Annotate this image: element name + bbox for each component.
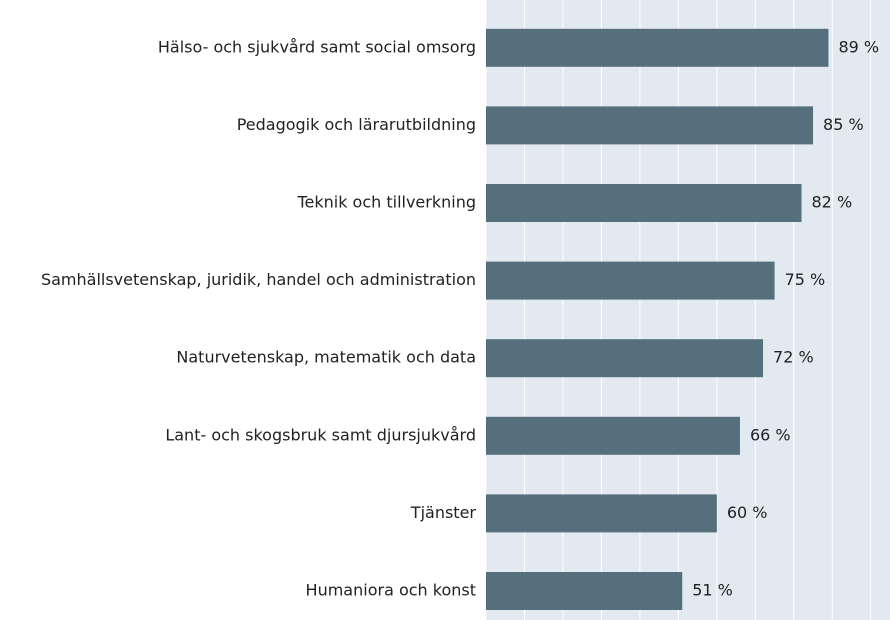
y-tick-label: Pedagogik och lärarutbildning [237,115,476,134]
bar [486,261,775,300]
y-tick-label: Teknik och tillverkning [296,193,476,212]
y-tick-label: Hälso- och sjukvård samt social omsorg [158,37,476,56]
value-label: 66 % [750,425,791,444]
y-tick-label: Humaniora och konst [306,581,476,600]
value-label: 60 % [727,503,768,522]
y-tick-label: Samhällsvetenskap, juridik, handel och a… [41,270,476,289]
value-label: 51 % [692,581,733,600]
value-label: 72 % [773,348,814,367]
bar [486,416,740,455]
bar [486,494,717,533]
bar [486,184,802,222]
y-tick-label: Tjänster [410,503,477,522]
value-label: 75 % [785,270,826,289]
value-label: 89 % [838,37,879,56]
value-label: 85 % [823,115,864,134]
value-label: 82 % [812,193,853,212]
y-tick-label: Naturvetenskap, matematik och data [176,348,476,367]
bar [486,106,814,145]
bar [486,572,683,610]
y-tick-label: Lant- och skogsbruk samt djursjukvård [165,425,476,444]
bar [486,339,764,378]
bar [486,28,829,67]
